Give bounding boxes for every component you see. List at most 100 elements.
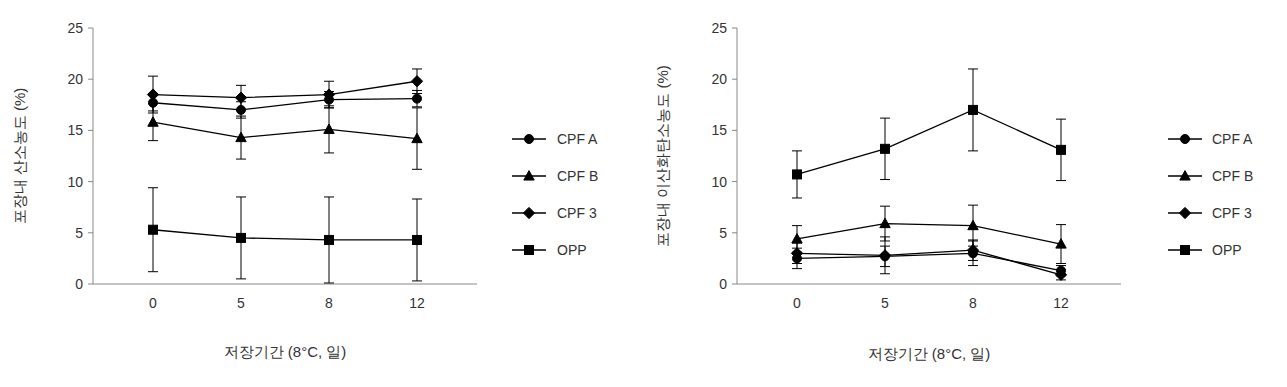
chart: 051015202505812저장기간 (8°C, 일)포장내 이산화탄소농도 … — [654, 20, 1253, 362]
marker — [148, 117, 158, 126]
error-cap — [792, 268, 802, 269]
error-bar — [968, 205, 978, 246]
x-axis-title: 저장기간 (8°C, 일) — [224, 343, 347, 360]
legend-label: OPP — [557, 242, 587, 258]
marker — [792, 234, 802, 243]
error-cap — [1056, 180, 1066, 181]
y-tick — [732, 232, 737, 233]
error-cap — [236, 196, 246, 197]
error-cap — [1056, 263, 1066, 264]
error-cap — [324, 196, 334, 197]
error-cap — [792, 243, 802, 244]
y-tick-label: 15 — [711, 122, 727, 138]
series-line — [153, 99, 417, 110]
error-cap — [324, 107, 334, 108]
error-bar — [1056, 270, 1066, 280]
error-cap — [148, 76, 158, 77]
marker — [791, 248, 802, 259]
legend-label: OPP — [1212, 242, 1242, 258]
y-tick-label: 25 — [711, 20, 727, 36]
marker — [1056, 239, 1066, 248]
legend-label: CPF A — [557, 131, 598, 147]
error-cap — [968, 239, 978, 240]
marker — [324, 124, 334, 133]
error-cap — [968, 265, 978, 266]
y-tick-label: 25 — [67, 20, 83, 36]
error-cap — [148, 271, 158, 272]
error-cap — [968, 150, 978, 151]
series-line — [797, 224, 1061, 244]
series-line — [153, 81, 417, 97]
y-tick — [88, 79, 93, 80]
figure: 051015202505812저장기간 (8°C, 일)포장내 산소농도 (%)… — [0, 0, 1287, 387]
y-tick — [88, 181, 93, 182]
error-bar — [412, 199, 422, 281]
marker — [1057, 145, 1066, 154]
series-line — [153, 122, 417, 138]
legend-marker — [525, 246, 534, 255]
error-bar — [412, 108, 422, 169]
error-bar — [792, 248, 802, 268]
marker — [881, 144, 890, 153]
error-cap — [412, 169, 422, 170]
series-line — [797, 110, 1061, 175]
error-cap — [880, 236, 890, 237]
error-cap — [236, 85, 246, 86]
error-cap — [412, 199, 422, 200]
x-tick-label: 12 — [1053, 295, 1069, 311]
series-line — [797, 253, 1061, 270]
y-tick — [88, 232, 93, 233]
error-bar — [236, 116, 246, 159]
error-cap — [968, 260, 978, 261]
legend-marker — [525, 135, 534, 144]
error-bar — [324, 106, 334, 153]
x-tick-label: 8 — [969, 295, 977, 311]
legend-marker — [524, 171, 534, 180]
legend-label: CPF A — [1212, 131, 1253, 147]
error-bar — [1056, 119, 1066, 180]
marker — [325, 235, 334, 244]
y-axis-title: 포장내 이산화탄소농도 (%) — [654, 65, 671, 247]
marker — [1055, 269, 1066, 280]
error-cap — [324, 81, 334, 82]
error-bar — [968, 241, 978, 266]
marker — [413, 235, 422, 244]
error-bar — [792, 243, 802, 263]
marker — [880, 218, 890, 227]
y-tick-label: 15 — [67, 122, 83, 138]
error-bar — [968, 69, 978, 151]
legend: CPF ACPF BCPF 3OPP — [1168, 131, 1253, 258]
legend-marker — [1180, 171, 1190, 180]
legend-label: CPF 3 — [1212, 205, 1252, 221]
error-bar — [792, 151, 802, 198]
error-cap — [412, 93, 422, 94]
error-cap — [880, 273, 890, 274]
error-bar — [880, 206, 890, 241]
error-bar — [324, 197, 334, 283]
x-tick-label: 8 — [325, 295, 333, 311]
error-cap — [880, 179, 890, 180]
y-tick-label: 0 — [719, 276, 727, 292]
marker — [879, 250, 890, 261]
x-tick-label: 0 — [149, 295, 157, 311]
y-tick — [88, 284, 93, 285]
error-bar — [148, 76, 158, 113]
y-tick-label: 10 — [67, 174, 83, 190]
y-tick-label: 5 — [719, 225, 727, 241]
error-bar — [880, 118, 890, 179]
error-bar — [148, 188, 158, 272]
y-tick — [88, 130, 93, 131]
marker — [793, 170, 802, 179]
y-tick — [732, 181, 737, 182]
x-axis — [93, 284, 477, 285]
x-tick-label: 5 — [881, 295, 889, 311]
error-cap — [792, 263, 802, 264]
plot-area — [791, 69, 1066, 280]
marker — [235, 92, 246, 103]
error-cap — [148, 187, 158, 188]
error-cap — [236, 278, 246, 279]
error-bar — [236, 197, 246, 279]
error-cap — [236, 109, 246, 110]
series-line — [797, 250, 1061, 275]
x-tick-label: 5 — [237, 295, 245, 311]
